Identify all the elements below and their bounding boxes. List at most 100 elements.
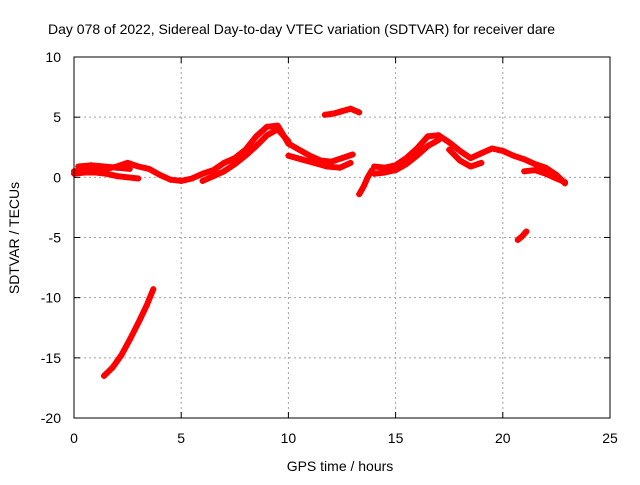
data-point	[330, 110, 337, 117]
data-point	[92, 169, 99, 176]
y-tick-label: 0	[53, 169, 61, 185]
data-point	[199, 170, 206, 177]
chart-title: Day 078 of 2022, Sidereal Day-to-day VTE…	[48, 21, 555, 37]
data-point	[499, 147, 506, 154]
data-point	[88, 162, 95, 169]
data-point	[210, 167, 217, 174]
y-tick-label: -15	[41, 350, 61, 366]
data-point	[306, 152, 313, 159]
data-point	[403, 155, 410, 162]
data-point	[274, 126, 281, 133]
data-point	[521, 156, 528, 163]
data-point	[435, 137, 442, 144]
data-point	[124, 174, 131, 181]
data-point	[242, 152, 249, 159]
data-point	[446, 146, 453, 153]
x-tick-label: 20	[495, 430, 511, 446]
data-point	[403, 161, 410, 168]
data-point	[150, 286, 157, 293]
data-point	[296, 146, 303, 153]
data-point	[424, 143, 431, 150]
x-tick-label: 25	[602, 430, 618, 446]
data-point	[364, 174, 371, 181]
x-tick-label: 15	[388, 430, 404, 446]
data-point	[392, 167, 399, 174]
data-point	[531, 167, 538, 174]
data-point	[231, 161, 238, 168]
data-point	[456, 147, 463, 154]
x-axis-label: GPS time / hours	[287, 458, 394, 474]
data-point	[467, 155, 474, 162]
data-point	[561, 179, 568, 186]
data-point	[371, 170, 378, 177]
data-point	[199, 177, 206, 184]
data-point	[553, 175, 560, 182]
data-point	[113, 173, 120, 180]
data-point	[109, 364, 116, 371]
data-point	[124, 159, 131, 166]
y-tick-label: -10	[41, 290, 61, 306]
data-point	[146, 165, 153, 172]
data-point	[356, 109, 363, 116]
data-point	[253, 143, 260, 150]
data-trace	[446, 146, 485, 170]
data-point	[231, 155, 238, 162]
data-point	[339, 155, 345, 162]
data-point	[456, 157, 463, 164]
data-point	[143, 301, 150, 308]
data-point	[347, 159, 354, 166]
data-trace	[356, 167, 375, 198]
data-point	[103, 170, 110, 177]
data-point	[478, 150, 485, 157]
data-point	[263, 132, 270, 139]
plot-frame	[73, 56, 611, 419]
data-point	[135, 163, 142, 170]
data-point	[178, 177, 185, 184]
y-axis-label: SDTVAR / TECUs	[6, 182, 22, 294]
data-point	[339, 108, 345, 115]
data-point	[360, 183, 367, 190]
y-tick-label: -20	[41, 410, 61, 426]
data-point	[101, 163, 108, 170]
data-point	[321, 111, 328, 118]
data-point	[126, 165, 133, 172]
data-point	[521, 168, 528, 175]
tick-layer: 0 5 10 15 20 25 -20 -15 -10 -5 0 5 10	[41, 49, 618, 446]
data-point	[135, 319, 142, 326]
data-point	[285, 138, 292, 145]
data-point	[135, 175, 142, 182]
data-point	[113, 164, 120, 171]
data-point	[347, 105, 354, 112]
data-point	[336, 164, 343, 171]
data-point	[414, 145, 421, 152]
series-layer	[71, 105, 568, 379]
data-point	[323, 163, 330, 170]
data-point	[101, 372, 108, 379]
data-point	[81, 169, 88, 176]
x-tick-label: 10	[281, 430, 297, 446]
x-tick-label: 5	[177, 430, 185, 446]
data-point	[328, 158, 335, 165]
data-point	[467, 163, 474, 170]
data-point	[118, 352, 125, 359]
data-point	[371, 163, 378, 170]
data-point	[311, 159, 318, 166]
data-point	[514, 236, 521, 243]
y-tick-label: -5	[49, 230, 62, 246]
data-point	[285, 152, 292, 159]
data-point	[126, 336, 133, 343]
data-point	[221, 159, 228, 166]
data-point	[156, 171, 163, 178]
y-tick-label: 5	[53, 109, 61, 125]
data-point	[356, 191, 363, 198]
data-point	[523, 228, 530, 235]
data-point	[414, 152, 421, 159]
data-point	[298, 156, 305, 163]
data-point	[446, 139, 453, 146]
data-point	[381, 169, 388, 176]
data-point	[263, 123, 270, 130]
data-point	[478, 159, 485, 166]
data-point	[349, 151, 356, 158]
